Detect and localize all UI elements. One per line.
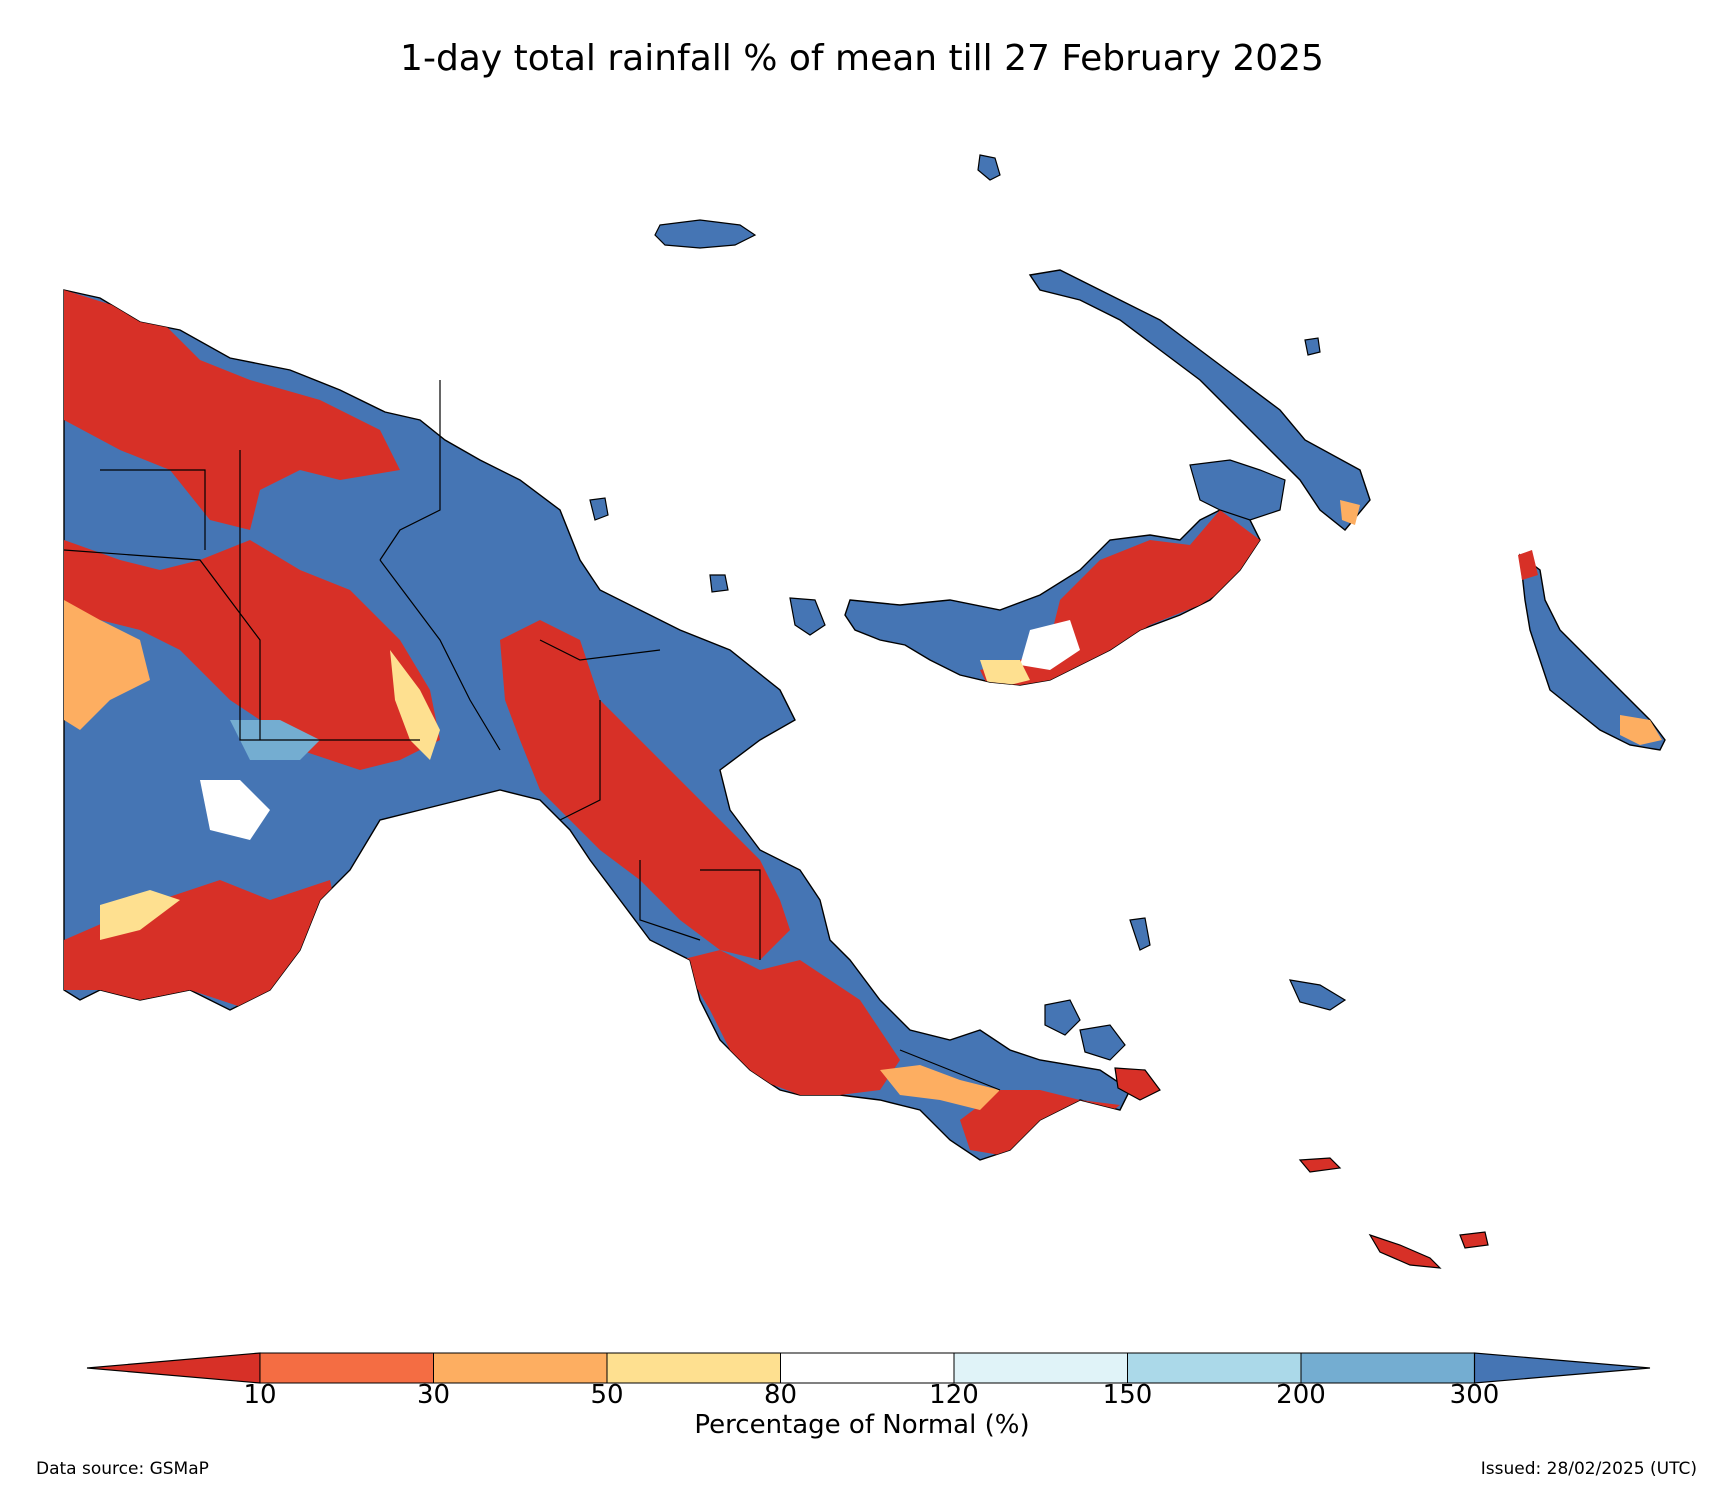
mainland-band-west (64, 600, 150, 730)
long-island (709, 574, 729, 593)
sudest-island (1368, 1233, 1442, 1269)
mainland-band-south (100, 890, 180, 940)
colorbar-tick-150: 150 (1102, 1380, 1153, 1410)
misima-island (1298, 1157, 1342, 1173)
mainland-red-southeast (680, 950, 900, 1095)
fergusson-island (1079, 1024, 1126, 1061)
colorbar-tick-30: 30 (416, 1380, 451, 1410)
mainland-band-se (880, 1065, 1000, 1110)
colorbar-tick-300: 300 (1449, 1380, 1500, 1410)
bougainville-yellow (1620, 715, 1662, 745)
colorbar-tick-50: 50 (590, 1380, 624, 1410)
bougainville (1519, 553, 1666, 751)
colorbar-bin-10-30 (259, 1352, 434, 1384)
colorbar-title: Percentage of Normal (%) (694, 1410, 1030, 1440)
new-britain (844, 504, 1261, 686)
colorbar-tick-10: 10 (243, 1380, 277, 1410)
colorbar-low-extend (86, 1352, 261, 1384)
mainland-red-west (64, 540, 440, 770)
new-ireland-south-tip (1340, 500, 1360, 525)
woodlark-island (1129, 917, 1151, 951)
goodenough-island (1044, 999, 1081, 1036)
colorbar-bin-50-80 (606, 1352, 781, 1384)
issued-date: Issued: 28/02/2025 (UTC) (1480, 1459, 1697, 1479)
data-source: Data source: GSMaP (36, 1459, 209, 1479)
lihir-island (1304, 337, 1321, 356)
mussau-island (977, 154, 1001, 181)
manus-island (654, 219, 757, 249)
map-title: 1-day total rainfall % of mean till 27 F… (400, 38, 1324, 79)
mainland-red-northwest (64, 290, 400, 530)
colorbar-tick-120: 120 (929, 1380, 979, 1410)
colorbar-tick-200: 200 (1276, 1380, 1326, 1410)
colorbar-high-extend (1473, 1352, 1651, 1384)
umboi-island (789, 597, 826, 636)
willaumez-peninsula (1189, 459, 1286, 521)
colorbar (86, 1352, 1651, 1384)
mainland-band-white (200, 780, 270, 840)
new-britain-white (1020, 620, 1080, 670)
bougainville-red-tip (1518, 550, 1538, 580)
colorbar-tick-80: 80 (763, 1380, 798, 1410)
province-boundaries (63, 380, 1001, 1091)
rossel-island (1459, 1231, 1489, 1249)
trobriand-islands (1288, 979, 1347, 1011)
mainland-red-central (500, 620, 790, 960)
colorbar-bin-150-200 (1127, 1352, 1302, 1384)
mainland-band-central (390, 650, 440, 760)
colorbar-bin-80-120 (780, 1352, 955, 1384)
colorbar-bin-120-150 (953, 1352, 1128, 1384)
colorbar-bin-30-50 (433, 1352, 608, 1384)
colorbar-bin-200-300 (1300, 1352, 1475, 1384)
normanby-island (1114, 1067, 1161, 1101)
mainland (63, 289, 1131, 1161)
karkar-island (589, 497, 609, 521)
